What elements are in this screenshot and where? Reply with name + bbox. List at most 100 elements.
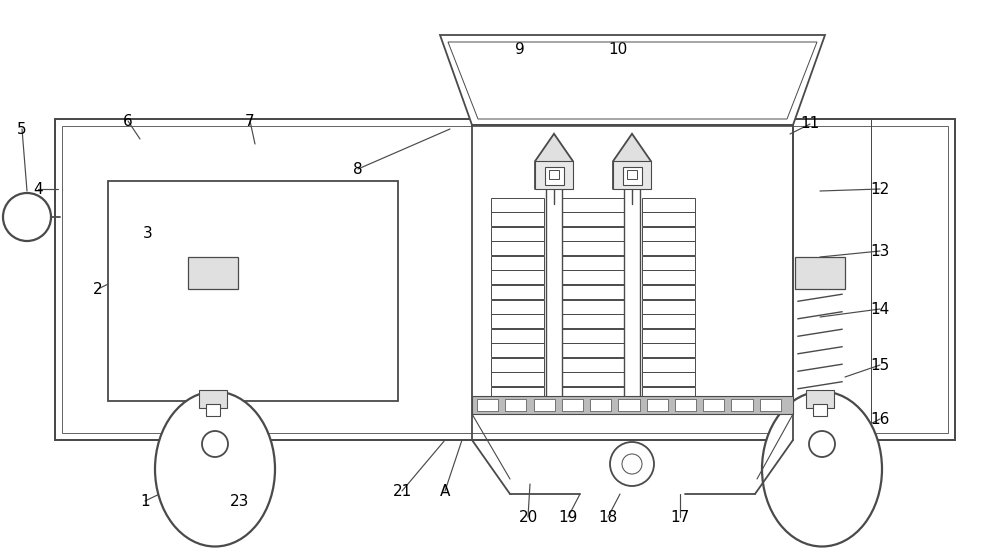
- Text: 1: 1: [140, 494, 150, 509]
- Bar: [618, 399, 640, 411]
- Text: 12: 12: [870, 182, 890, 197]
- Text: 9: 9: [515, 41, 525, 56]
- Bar: [590, 399, 611, 411]
- Bar: [562, 212, 624, 226]
- Bar: [562, 241, 624, 255]
- Polygon shape: [613, 134, 651, 189]
- Bar: [62, 126, 948, 433]
- Bar: [491, 343, 544, 357]
- Bar: [491, 241, 544, 255]
- Bar: [642, 329, 695, 343]
- Bar: [491, 197, 544, 211]
- Bar: [188, 257, 238, 289]
- Bar: [642, 358, 695, 372]
- Bar: [562, 197, 624, 211]
- Bar: [642, 314, 695, 328]
- Text: 8: 8: [353, 162, 363, 177]
- Bar: [535, 161, 573, 189]
- Bar: [491, 387, 544, 401]
- Text: 3: 3: [143, 226, 153, 241]
- Circle shape: [202, 431, 228, 457]
- Bar: [491, 271, 544, 285]
- Ellipse shape: [762, 391, 882, 547]
- Text: 14: 14: [870, 301, 890, 316]
- Bar: [562, 256, 624, 270]
- Bar: [806, 390, 834, 408]
- Bar: [491, 285, 544, 299]
- Bar: [491, 212, 544, 226]
- Bar: [55, 119, 955, 440]
- Bar: [642, 256, 695, 270]
- Bar: [642, 285, 695, 299]
- Bar: [562, 271, 624, 285]
- Text: 20: 20: [518, 509, 538, 524]
- Bar: [642, 343, 695, 357]
- Text: 16: 16: [870, 411, 890, 427]
- Bar: [703, 399, 724, 411]
- Bar: [813, 404, 827, 416]
- Bar: [642, 227, 695, 241]
- Bar: [549, 169, 559, 179]
- Polygon shape: [440, 35, 825, 125]
- Bar: [562, 227, 624, 241]
- Text: 23: 23: [230, 494, 250, 509]
- Bar: [731, 399, 753, 411]
- Bar: [793, 119, 871, 440]
- Bar: [562, 358, 624, 372]
- Text: 6: 6: [123, 113, 133, 129]
- Bar: [642, 271, 695, 285]
- Bar: [642, 387, 695, 401]
- Bar: [505, 399, 526, 411]
- Bar: [472, 396, 793, 414]
- Bar: [199, 390, 227, 408]
- Bar: [562, 343, 624, 357]
- Bar: [491, 314, 544, 328]
- Bar: [206, 404, 220, 416]
- Text: 15: 15: [870, 358, 890, 372]
- Text: A: A: [440, 484, 450, 499]
- Text: 10: 10: [608, 41, 628, 56]
- Bar: [760, 399, 781, 411]
- Text: 21: 21: [392, 484, 412, 499]
- Bar: [642, 241, 695, 255]
- Bar: [544, 167, 564, 185]
- Text: 19: 19: [558, 509, 578, 524]
- Text: 7: 7: [245, 113, 255, 129]
- Bar: [622, 167, 642, 185]
- Polygon shape: [535, 134, 573, 189]
- Circle shape: [622, 454, 642, 474]
- Bar: [562, 285, 624, 299]
- Bar: [491, 358, 544, 372]
- Text: 11: 11: [800, 116, 820, 131]
- Circle shape: [3, 193, 51, 241]
- Bar: [477, 399, 498, 411]
- Bar: [562, 399, 583, 411]
- Text: 18: 18: [598, 509, 618, 524]
- Bar: [562, 300, 624, 314]
- Bar: [642, 197, 695, 211]
- Text: 4: 4: [33, 182, 43, 197]
- Bar: [491, 329, 544, 343]
- Bar: [642, 300, 695, 314]
- Text: 13: 13: [870, 244, 890, 258]
- Text: 5: 5: [17, 121, 27, 136]
- Bar: [642, 212, 695, 226]
- Bar: [55, 119, 955, 440]
- Circle shape: [610, 442, 654, 486]
- Bar: [534, 399, 555, 411]
- Bar: [562, 314, 624, 328]
- Bar: [562, 372, 624, 386]
- Text: 2: 2: [93, 282, 103, 296]
- Bar: [491, 300, 544, 314]
- Bar: [642, 372, 695, 386]
- Bar: [613, 161, 651, 189]
- Text: 17: 17: [670, 509, 690, 524]
- Bar: [491, 227, 544, 241]
- Bar: [647, 399, 668, 411]
- Bar: [562, 387, 624, 401]
- Bar: [491, 372, 544, 386]
- Ellipse shape: [155, 391, 275, 547]
- Bar: [562, 329, 624, 343]
- Bar: [675, 399, 696, 411]
- Circle shape: [809, 431, 835, 457]
